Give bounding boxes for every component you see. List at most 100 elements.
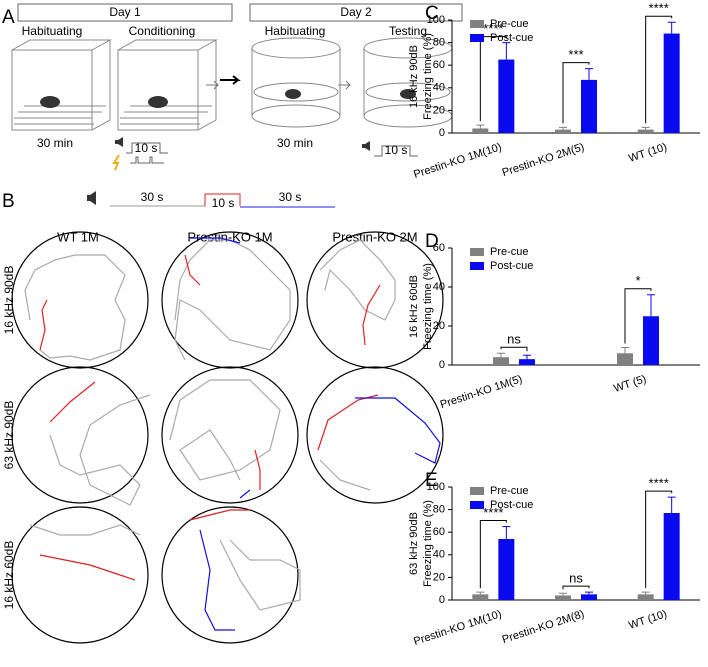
y-tick-label: 40 [433, 281, 445, 293]
x-tick-label: WT (10) [627, 141, 668, 165]
cue-trace [374, 145, 418, 157]
bar [643, 316, 659, 365]
error-bar [476, 591, 485, 595]
error-bar [502, 42, 511, 60]
y-tick-label: 60 [433, 59, 445, 71]
significance-label: **** [649, 476, 669, 491]
bar [498, 59, 515, 133]
duration: 30 min [37, 136, 73, 150]
bar [493, 357, 509, 365]
y-tick-label: 100 [427, 14, 445, 26]
bar [581, 594, 597, 600]
error-bar [585, 591, 593, 595]
y-tick-label: 0 [439, 594, 445, 606]
x-tick-label: Prestin-KO 2M(5) [501, 141, 586, 179]
panel-b: B 30 s 10 s 30 s WT 1M Prestin-KO 1M Pre… [2, 190, 444, 644]
legend-swatch [470, 34, 484, 42]
y-axis-label: 16 kHz 60dB [408, 275, 420, 338]
error-bar [641, 126, 650, 130]
y-tick-label: 60 [433, 526, 445, 538]
x-tick-label: Prestin-KO 1M(10) [412, 608, 503, 648]
error-bar [502, 526, 511, 539]
day-label: Day 1 [109, 5, 141, 19]
error-bar [497, 352, 505, 358]
y-axis-label: 63 kHz 90dB [408, 512, 420, 575]
duration: 30 min [277, 136, 313, 150]
segment-label: 30 s [279, 190, 302, 204]
arrow [206, 80, 352, 90]
error-bar [523, 354, 531, 360]
y-tick-label: 100 [427, 481, 445, 493]
bar [663, 33, 680, 134]
legend-label: Pre-cue [490, 246, 529, 258]
bar [555, 129, 571, 133]
legend-swatch [470, 487, 484, 495]
significance-label: **** [649, 1, 669, 16]
bar [472, 128, 489, 133]
segment-label: 10 s [212, 196, 235, 210]
y-axis-label: Freezing time (%) [422, 263, 434, 350]
legend-label: Pre-cue [490, 18, 529, 30]
error-bar [476, 124, 485, 129]
bar [581, 79, 597, 133]
error-bar [641, 591, 650, 595]
y-tick-label: 60 [433, 242, 445, 254]
panel-label: E [425, 470, 438, 491]
legend-label: Post-cue [490, 499, 533, 511]
day-label: Day 2 [340, 5, 372, 19]
x-tick-label: WT (5) [612, 373, 647, 395]
significance-label: *** [568, 47, 583, 62]
significance-label: ns [569, 571, 583, 586]
bar [637, 129, 654, 133]
speaker [115, 137, 123, 147]
error-bar [585, 68, 593, 80]
duration: 10 s [385, 143, 408, 157]
bar [472, 594, 489, 600]
significance-bracket [624, 288, 652, 344]
significance-bracket [645, 15, 673, 124]
y-tick-label: 40 [433, 549, 445, 561]
y-axis-label: 16 kHz 90dB [408, 45, 420, 108]
column-label: Prestin-KO 2M [332, 229, 417, 244]
legend-swatch [470, 501, 484, 509]
panel-a: A Day 1 Day 2 Habituating Conditioning H… [2, 3, 463, 171]
bar [555, 595, 571, 600]
error-bar [621, 346, 629, 354]
legend-swatch [470, 20, 484, 28]
significance-label: ns [507, 332, 521, 347]
phase-label: Habituating [265, 24, 326, 38]
panel-label: C [425, 3, 439, 24]
x-tick-label: Prestin-KO 1M(10) [412, 141, 503, 181]
error-bar [559, 126, 567, 130]
speaker [87, 191, 96, 205]
day-box [249, 3, 463, 22]
trajectory [24, 237, 441, 631]
day-box [17, 3, 233, 22]
significance-bracket [479, 520, 507, 589]
duration: 10 s [135, 141, 158, 155]
bar [637, 594, 654, 600]
phase-label: Testing [389, 24, 427, 38]
y-tick-label: 20 [433, 571, 445, 583]
mouse [40, 89, 416, 108]
significance-label: **** [483, 505, 503, 520]
bar [498, 538, 515, 600]
timeline [204, 193, 241, 206]
error-bar [667, 21, 676, 34]
legend-swatch [470, 248, 484, 256]
error-bar [667, 496, 676, 513]
arena [11, 231, 444, 644]
error-bar [559, 592, 567, 596]
significance-bracket [562, 585, 590, 590]
panel-label: D [425, 231, 439, 252]
row-label: 16 kHz 90dB [2, 266, 16, 335]
y-axis-label: Freezing time (%) [422, 33, 434, 120]
cue-trace [126, 142, 168, 164]
segment-label: 30 s [141, 190, 164, 204]
significance-label: **** [483, 21, 503, 36]
legend-label: Post-cue [490, 32, 533, 44]
bar [617, 353, 633, 365]
shock [112, 154, 120, 171]
speaker [362, 141, 370, 151]
